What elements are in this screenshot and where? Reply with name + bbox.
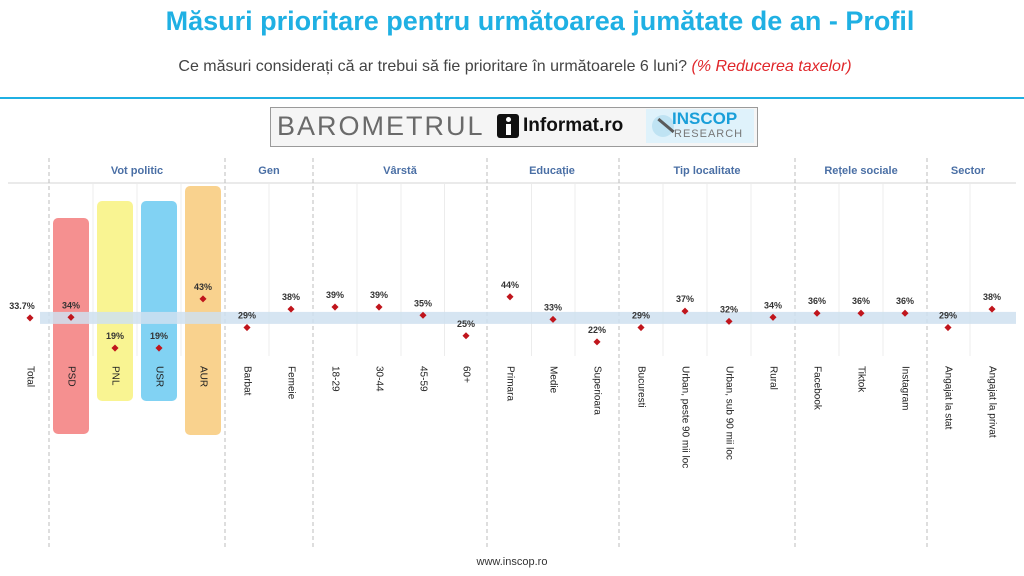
- data-label: 44%: [501, 280, 519, 290]
- category-label: Urban, sub 90 mii loc: [723, 366, 734, 460]
- data-label: 38%: [983, 292, 1001, 302]
- data-point: [901, 309, 909, 317]
- logo-banner: BAROMETRUL Informat.ro INSCOP RESEARCH: [270, 107, 758, 147]
- group-header-0: Vot politic: [111, 165, 163, 177]
- category-label: Superioara: [591, 366, 602, 415]
- category-label: Instagram: [899, 366, 910, 410]
- party-bar-psd: [53, 218, 89, 434]
- party-bar-pnl: [97, 201, 133, 401]
- category-label: PSD: [65, 366, 76, 387]
- data-label: 29%: [238, 311, 256, 321]
- group-header-2: Vârstă: [383, 165, 418, 177]
- subtitle: Ce măsuri considerați că ar trebui să fi…: [0, 58, 1024, 76]
- data-label: 36%: [896, 296, 914, 306]
- data-point: [111, 344, 119, 352]
- data-label: 33%: [544, 302, 562, 312]
- informat-logo-icon: [497, 114, 519, 138]
- page-title: Măsuri prioritare pentru următoarea jumă…: [165, 6, 915, 36]
- category-label: Angajat la stat: [942, 366, 953, 430]
- data-point: [506, 293, 514, 301]
- data-label: 36%: [808, 296, 826, 306]
- subtitle-highlight: (% Reducerea taxelor): [691, 58, 852, 75]
- data-label: 19%: [106, 331, 124, 341]
- data-point: [287, 305, 295, 313]
- category-label: 30-44: [373, 366, 384, 392]
- data-point: [331, 303, 339, 311]
- data-point: [944, 324, 952, 332]
- data-label: 39%: [326, 290, 344, 300]
- data-point: [637, 324, 645, 332]
- barometrul-logo: BAROMETRUL: [277, 111, 485, 141]
- data-label: 34%: [764, 300, 782, 310]
- category-label: Urban, peste 90 mii loc: [679, 366, 690, 468]
- data-label: 34%: [62, 300, 80, 310]
- category-label: 18-29: [329, 366, 340, 392]
- data-point: [725, 317, 733, 325]
- category-label: Primara: [504, 366, 515, 401]
- data-point: [988, 305, 996, 313]
- data-label: 32%: [720, 304, 738, 314]
- data-point: [155, 344, 163, 352]
- category-label: Rural: [767, 366, 778, 390]
- inscop-logo-text: INSCOP: [672, 109, 738, 128]
- group-header-1: Gen: [258, 165, 280, 177]
- party-bar-usr: [141, 201, 177, 401]
- data-point: [462, 332, 470, 340]
- data-point: [857, 309, 865, 317]
- data-point: [681, 307, 689, 315]
- category-label: AUR: [197, 366, 208, 387]
- reference-band: [40, 311, 1016, 324]
- category-label: Bucuresti: [635, 366, 646, 408]
- title-divider: [0, 97, 1024, 99]
- data-point: [26, 314, 34, 322]
- inscop-research-text: RESEARCH: [674, 128, 744, 140]
- category-label: Angajat la privat: [986, 366, 997, 438]
- data-label: 35%: [414, 298, 432, 308]
- data-point: [199, 295, 207, 303]
- group-header-5: Rețele sociale: [824, 165, 897, 177]
- data-point: [67, 313, 75, 321]
- inscop-logo: INSCOP RESEARCH: [646, 109, 754, 143]
- data-point: [419, 311, 427, 319]
- data-label: 29%: [632, 311, 650, 321]
- data-point: [813, 309, 821, 317]
- data-label: 25%: [457, 319, 475, 329]
- group-header-6: Sector: [951, 165, 986, 177]
- category-label: PNL: [109, 366, 120, 386]
- category-label: Facebook: [811, 366, 822, 411]
- data-point: [769, 313, 777, 321]
- category-label: 45-59: [417, 366, 428, 392]
- category-label: Medie: [547, 366, 558, 394]
- data-label: 39%: [370, 290, 388, 300]
- data-point: [593, 338, 601, 346]
- category-label: Barbat: [241, 366, 252, 396]
- data-label: 43%: [194, 282, 212, 292]
- data-point: [243, 324, 251, 332]
- category-label: 60+: [460, 366, 471, 383]
- category-label: USR: [153, 366, 164, 387]
- group-header-4: Tip localitate: [673, 165, 740, 177]
- data-point: [375, 303, 383, 311]
- data-label: 22%: [588, 325, 606, 335]
- category-label: Total: [24, 366, 35, 387]
- data-label: 19%: [150, 331, 168, 341]
- informat-logo: Informat.ro: [523, 115, 624, 136]
- category-label: Tiktok: [855, 366, 866, 393]
- data-label: 29%: [939, 311, 957, 321]
- category-label: Femeie: [285, 366, 296, 400]
- group-header-3: Educație: [529, 165, 575, 177]
- footer-url[interactable]: www.inscop.ro: [476, 556, 548, 568]
- data-label: 38%: [282, 292, 300, 302]
- data-label: 37%: [676, 294, 694, 304]
- party-bar-aur: [185, 186, 221, 435]
- data-label: 36%: [852, 296, 870, 306]
- data-label: 33.7%: [9, 301, 35, 311]
- data-point: [549, 315, 557, 323]
- subtitle-question: Ce măsuri considerați că ar trebui să fi…: [178, 58, 688, 75]
